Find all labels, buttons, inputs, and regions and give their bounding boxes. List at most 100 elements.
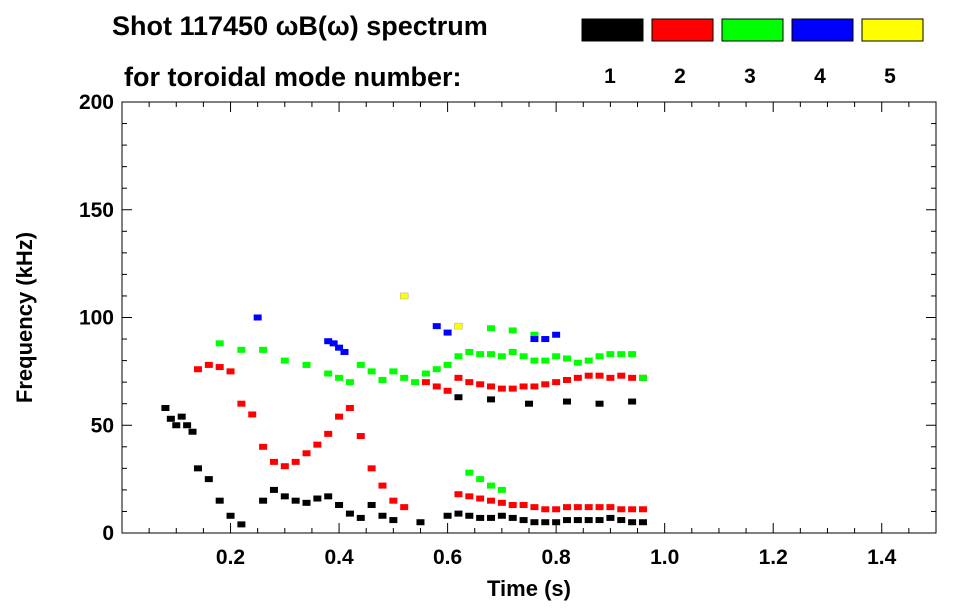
- spectrum-point-mode-3: [443, 361, 452, 368]
- spectrum-point-mode-3: [389, 368, 398, 375]
- spectrum-point-mode-3: [421, 370, 430, 377]
- y-tick-label: 50: [91, 414, 114, 437]
- spectrum-point-mode-3: [497, 486, 506, 493]
- spectrum-point-mode-1: [183, 422, 192, 429]
- spectrum-point-mode-1: [166, 415, 175, 422]
- series-mode-3: [215, 325, 647, 493]
- series-mode-2: [193, 361, 647, 513]
- spectrum-point-mode-1: [269, 486, 278, 493]
- spectrum-point-mode-3: [628, 351, 637, 358]
- spectrum-point-mode-1: [188, 428, 197, 435]
- spectrum-point-mode-3: [573, 359, 582, 366]
- spectrum-point-mode-2: [541, 381, 550, 388]
- spectrum-point-mode-2: [552, 506, 561, 513]
- legend: 1 2 3 4 5: [581, 18, 924, 88]
- spectrum-point-mode-2: [617, 372, 626, 379]
- x-axis: 0.2 0.4 0.6 0.8 1.0 1.2 1.4: [148, 102, 910, 569]
- spectrum-point-mode-1: [356, 514, 365, 521]
- y-tick-label: 200: [79, 91, 114, 114]
- spectrum-point-mode-2: [313, 441, 322, 448]
- spectrum-point-mode-1: [416, 519, 425, 526]
- spectrum-point-mode-2: [443, 387, 452, 394]
- spectrum-point-mode-1: [302, 499, 311, 506]
- y-axis-label: Frequency (kHz): [12, 232, 37, 403]
- spectrum-point-mode-3: [487, 325, 496, 332]
- spectrum-point-mode-2: [204, 361, 213, 368]
- spectrum-point-mode-3: [465, 348, 474, 355]
- spectrum-point-mode-1: [628, 519, 637, 526]
- spectrum-point-mode-1: [313, 495, 322, 502]
- spectrum-point-mode-2: [280, 463, 289, 470]
- spectrum-point-mode-2: [628, 506, 637, 513]
- spectrum-point-mode-4: [340, 348, 349, 355]
- spectrum-point-mode-1: [638, 519, 647, 526]
- x-tick-label: 0.4: [324, 546, 354, 569]
- spectrum-point-mode-3: [215, 340, 224, 347]
- legend-swatch-mode-4: [791, 18, 854, 42]
- spectrum-point-mode-3: [345, 379, 354, 386]
- spectrum-point-mode-1: [617, 517, 626, 524]
- spectrum-point-mode-1: [237, 521, 246, 528]
- spectrum-point-mode-2: [497, 499, 506, 506]
- spectrum-point-mode-4: [335, 344, 344, 351]
- spectrum-point-mode-1: [525, 400, 533, 407]
- spectrum-point-mode-1: [291, 497, 300, 504]
- spectrum-point-mode-2: [519, 383, 528, 390]
- spectrum-point-mode-2: [573, 374, 582, 381]
- spectrum-point-mode-2: [400, 504, 409, 511]
- spectrum-point-mode-1: [595, 517, 604, 524]
- spectrum-point-mode-3: [411, 379, 420, 386]
- spectrum-point-mode-2: [378, 482, 387, 489]
- spectrum-point-mode-2: [573, 504, 582, 511]
- spectrum-point-mode-2: [476, 381, 485, 388]
- spectrum-point-mode-3: [400, 374, 409, 381]
- legend-swatch-mode-5: [861, 18, 924, 42]
- spectrum-point-mode-3: [541, 357, 550, 364]
- spectrum-point-mode-2: [259, 443, 268, 450]
- spectrum-point-mode-3: [606, 351, 615, 358]
- spectrum-point-mode-2: [291, 458, 300, 465]
- spectrum-point-mode-1: [497, 512, 506, 519]
- spectrum-point-mode-2: [248, 411, 257, 418]
- spectrum-point-mode-2: [356, 433, 365, 440]
- y-axis: 0 50 100 150 200: [79, 91, 936, 545]
- spectrum-point-mode-2: [215, 364, 224, 371]
- spectrum-point-mode-2: [595, 504, 604, 511]
- spectrum-point-mode-2: [389, 497, 398, 504]
- spectrum-point-mode-4: [552, 331, 561, 338]
- spectrum-point-mode-2: [454, 374, 463, 381]
- spectrum-point-mode-2: [508, 385, 517, 392]
- spectrum-point-mode-1: [454, 510, 463, 517]
- spectrum-point-mode-2: [584, 504, 593, 511]
- spectrum-point-mode-2: [465, 493, 474, 500]
- legend-label-mode-2: 2: [674, 65, 686, 88]
- chart-title: Shot 117450 ωB(ω) spectrum: [112, 11, 488, 41]
- x-axis-label: Time (s): [487, 576, 571, 601]
- x-tick-label: 0.2: [216, 546, 245, 569]
- spectrum-point-mode-2: [497, 385, 506, 392]
- spectrum-point-mode-3: [530, 357, 539, 364]
- spectrum-point-mode-1: [562, 517, 571, 524]
- series-mode-1: [161, 394, 647, 528]
- spectrum-point-mode-1: [204, 476, 213, 483]
- spectrum-point-mode-1: [465, 512, 474, 519]
- spectrum-point-mode-2: [562, 376, 571, 383]
- spectrum-point-mode-3: [465, 469, 474, 476]
- spectrum-point-mode-2: [562, 504, 571, 511]
- spectrum-point-mode-4: [329, 340, 338, 347]
- spectrum-point-mode-1: [193, 465, 202, 472]
- spectrum-point-mode-2: [487, 383, 496, 390]
- spectrum-point-mode-1: [541, 519, 550, 526]
- legend-title: for toroidal mode number:: [124, 62, 462, 92]
- spectrum-point-mode-2: [454, 491, 463, 498]
- spectrum-point-mode-3: [562, 355, 571, 362]
- spectrum-point-mode-3: [324, 370, 333, 377]
- spectrum-point-mode-2: [226, 368, 235, 375]
- x-tick-label: 1.2: [759, 546, 788, 569]
- spectrum-point-mode-4: [541, 336, 550, 343]
- legend-swatch-mode-3: [721, 18, 784, 42]
- spectrum-point-mode-4: [324, 338, 333, 345]
- spectrum-point-mode-3: [595, 353, 604, 360]
- legend-label-mode-3: 3: [744, 65, 756, 88]
- spectrum-point-mode-2: [476, 495, 485, 502]
